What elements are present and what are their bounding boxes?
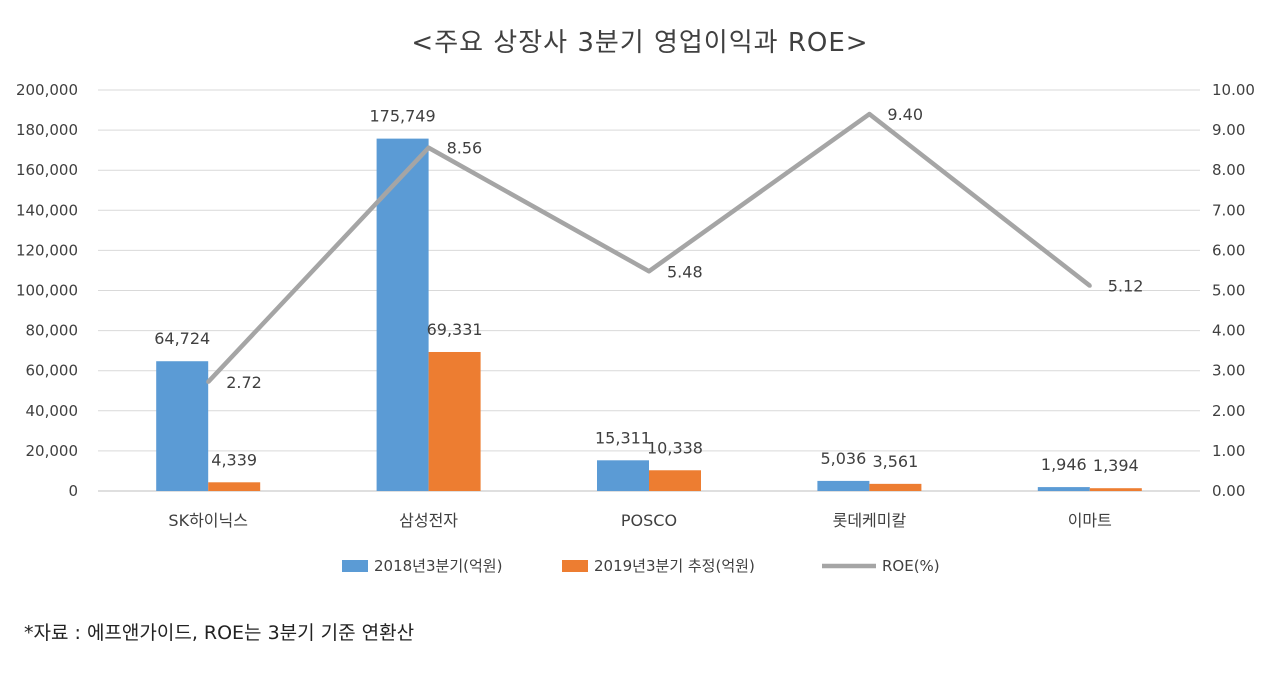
roe-line <box>206 111 1092 384</box>
right-tick-label: 7.00 <box>1212 201 1245 219</box>
bar-2018-label: 64,724 <box>154 329 210 348</box>
bar-2019-label: 3,561 <box>872 452 918 471</box>
left-tick-label: 120,000 <box>16 241 78 259</box>
legend-swatch-2018 <box>342 560 368 572</box>
bar-2019 <box>208 482 261 491</box>
left-tick-label: 180,000 <box>16 121 78 139</box>
right-tick-label: 9.00 <box>1212 121 1245 139</box>
left-tick-label: 80,000 <box>26 322 79 340</box>
bar-2019-label: 4,339 <box>211 450 257 469</box>
source-note: *자료 : 에프앤가이드, ROE는 3분기 기준 연환산 <box>24 622 415 644</box>
right-tick-label: 2.00 <box>1212 402 1245 420</box>
left-tick-label: 160,000 <box>16 161 78 179</box>
bar-2019-label: 1,394 <box>1093 456 1139 475</box>
roe-point <box>1087 283 1092 288</box>
roe-point <box>206 379 211 384</box>
roe-label: 9.40 <box>887 105 923 124</box>
bar-2019 <box>1089 488 1142 491</box>
bar-2018 <box>597 460 649 491</box>
left-axis: 0 20,000 40,000 60,000 80,000 100,000 120,000 1… <box>16 81 78 500</box>
bar-2018 <box>817 480 870 491</box>
right-tick-label: 4.00 <box>1212 322 1245 340</box>
category-label: 삼성전자 <box>399 511 458 530</box>
bar-2018-label: 15,311 <box>595 428 651 447</box>
roe-label: 5.48 <box>667 262 703 281</box>
roe-point <box>426 145 431 150</box>
roe-point <box>647 269 651 274</box>
right-tick-label: 0.00 <box>1212 482 1245 500</box>
bar-2018 <box>376 138 429 491</box>
legend: 2018년3분기(억원) 2019년3분기 추정(억원) ROE(%) <box>342 557 940 575</box>
roe-label: 5.12 <box>1108 277 1144 296</box>
bar-2018-label: 1,946 <box>1041 455 1087 474</box>
legend-label-roe: ROE(%) <box>882 557 940 575</box>
roe-point <box>867 112 872 117</box>
bar-2018-label: 5,036 <box>820 449 866 468</box>
legend-label-2019: 2019년3분기 추정(억원) <box>594 557 755 575</box>
right-tick-label: 5.00 <box>1212 282 1245 300</box>
left-tick-label: 60,000 <box>26 362 79 380</box>
left-tick-label: 40,000 <box>26 402 79 420</box>
bars <box>156 138 1142 491</box>
bar-2019-label: 69,331 <box>427 320 483 339</box>
category-label: 이마트 <box>1068 511 1112 530</box>
bar-2018-label: 175,749 <box>370 107 436 126</box>
bar-2019 <box>649 470 701 491</box>
bar-2018 <box>156 361 209 491</box>
category-label: POSCO <box>621 511 677 530</box>
category-label: 롯데케미칼 <box>833 511 907 530</box>
left-tick-label: 140,000 <box>16 201 78 219</box>
left-tick-label: 20,000 <box>26 442 79 460</box>
roe-series-line <box>206 111 1092 384</box>
category-labels: SK하이닉스 삼성전자 POSCO 롯데케미칼 이마트 <box>168 511 1111 530</box>
bar-2019-label: 10,338 <box>647 438 703 457</box>
right-tick-label: 3.00 <box>1212 362 1245 380</box>
legend-swatch-2019 <box>562 560 588 572</box>
roe-label: 8.56 <box>447 139 483 158</box>
left-tick-label: 200,000 <box>16 81 78 99</box>
roe-label: 2.72 <box>226 373 262 392</box>
bar-2019 <box>869 483 922 491</box>
left-tick-label: 0 <box>68 482 78 500</box>
gridlines <box>98 89 1200 492</box>
legend-label-2018: 2018년3분기(억원) <box>374 557 502 575</box>
chart-title: <주요 상장사 3분기 영업이익과 ROE> <box>411 28 869 58</box>
bar-2019 <box>428 351 481 491</box>
right-tick-label: 6.00 <box>1212 241 1245 259</box>
left-tick-label: 100,000 <box>16 282 78 300</box>
right-tick-label: 1.00 <box>1212 442 1245 460</box>
right-tick-label: 10.00 <box>1212 81 1255 99</box>
right-tick-label: 8.00 <box>1212 161 1245 179</box>
right-axis: 0.00 1.00 2.00 3.00 4.00 5.00 6.00 7.00 8.00 9.00… <box>1212 81 1255 500</box>
category-label: SK하이닉스 <box>168 511 248 530</box>
bar-2018 <box>1037 487 1090 491</box>
